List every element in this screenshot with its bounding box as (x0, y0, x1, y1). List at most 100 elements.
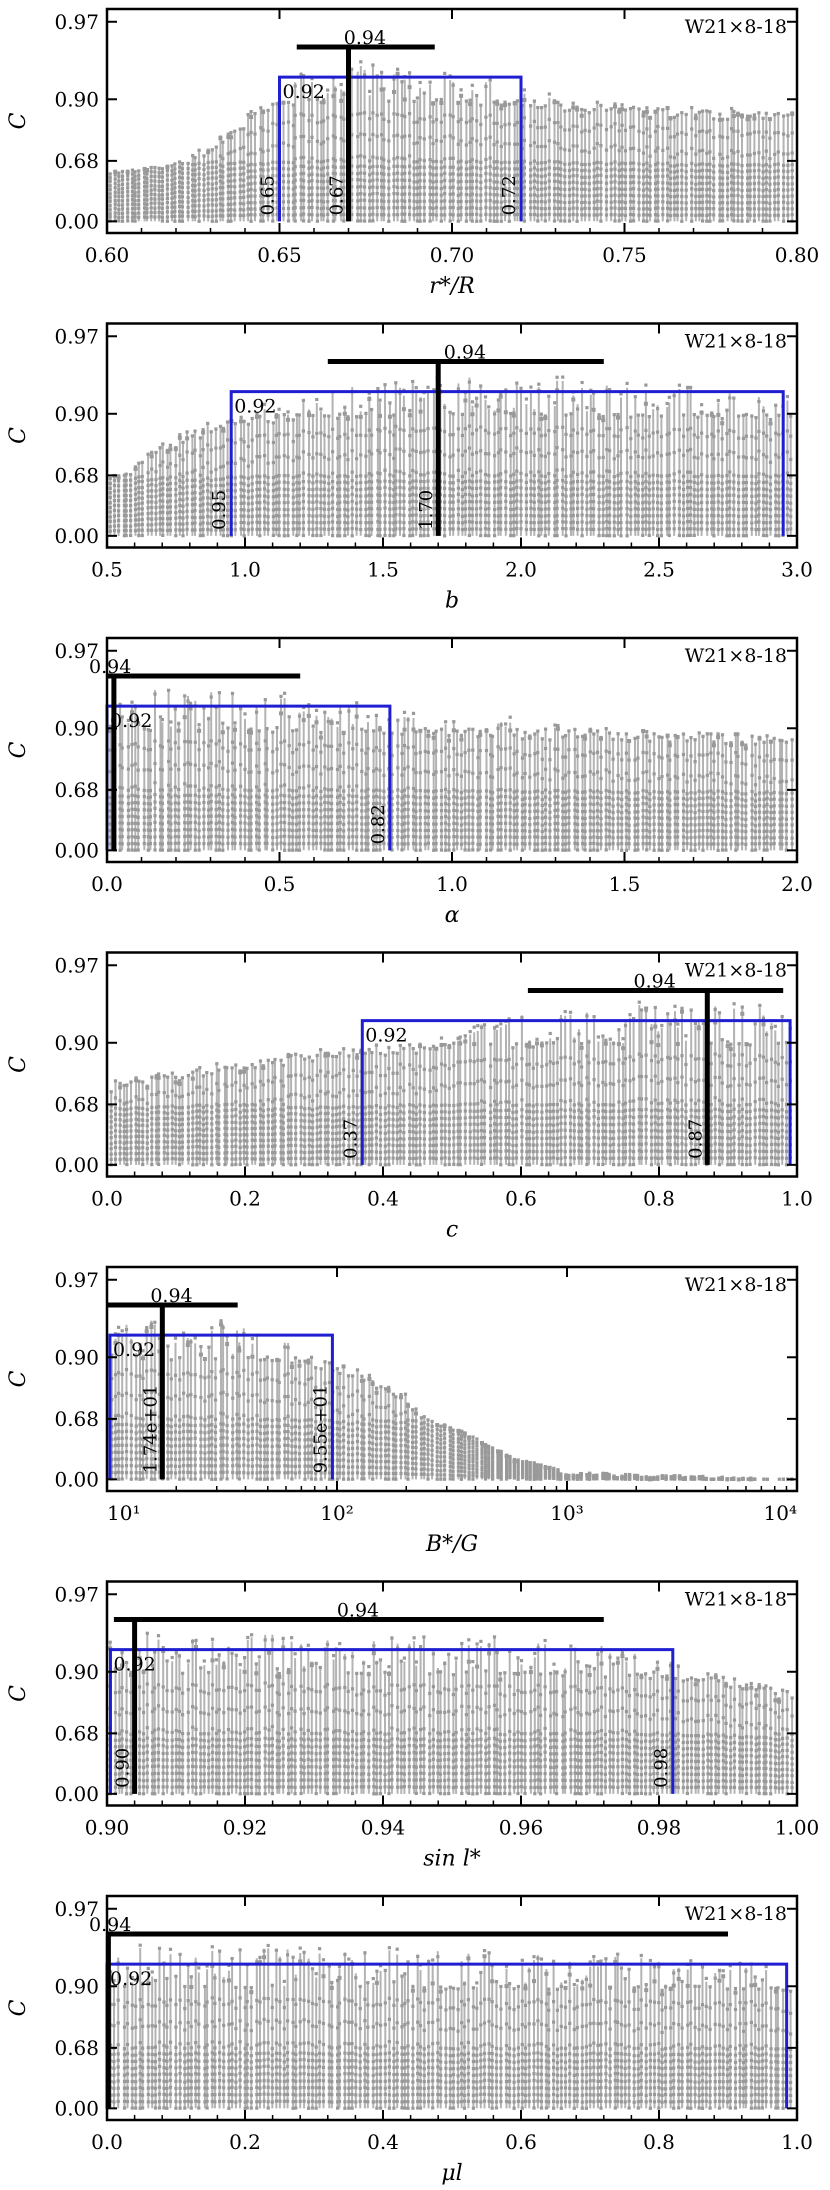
data-point (547, 394, 551, 398)
data-point-column (174, 446, 177, 536)
data-point (483, 395, 488, 399)
data-point-column (559, 106, 562, 222)
data-point-column (146, 169, 148, 222)
data-point-column (221, 141, 224, 222)
data-point-column (242, 127, 245, 222)
data-point-column (322, 101, 325, 222)
data-point-column (127, 722, 130, 851)
data-point-column (121, 171, 124, 222)
data-point (249, 110, 253, 114)
x-tick-label: 0.80 (775, 243, 820, 267)
data-point-column (593, 108, 596, 222)
data-point-column (173, 164, 176, 222)
data-point (529, 104, 533, 108)
data-point-column (696, 417, 699, 536)
data-point-column (553, 100, 556, 222)
data-point-column (117, 476, 120, 536)
data-point-column (544, 415, 547, 536)
data-point (191, 154, 195, 158)
data-point-column (158, 168, 161, 222)
data-point-column (641, 415, 644, 536)
data-point-column (327, 416, 330, 536)
data-point (677, 383, 681, 387)
data-point-column (292, 420, 295, 536)
data-point-column (479, 104, 482, 222)
data-point (604, 108, 609, 112)
data-point-column (399, 387, 401, 536)
data-point-column (233, 132, 236, 222)
data-point-column (258, 415, 261, 536)
data-point-column (493, 103, 496, 222)
data-point (378, 398, 382, 402)
data-point (178, 160, 182, 164)
data-point (443, 71, 447, 75)
data-point (503, 100, 507, 104)
data-point-column (149, 729, 152, 851)
data-point-column (556, 380, 559, 536)
data-point (495, 99, 499, 103)
data-point-column (572, 104, 575, 222)
data-point (286, 410, 290, 414)
data-point (426, 385, 430, 389)
panel-label: W21×8-18 (685, 16, 787, 38)
data-point-column (376, 74, 379, 222)
data-point-column (396, 72, 399, 222)
data-point-column (742, 416, 745, 536)
data-point-column (605, 110, 608, 222)
data-point-column (272, 422, 275, 536)
data-point (522, 88, 526, 92)
data-point-column (589, 394, 592, 536)
data-point-column (121, 717, 124, 851)
data-point-column (171, 166, 173, 222)
x-axis-label: r*/R (429, 274, 475, 299)
data-point (567, 108, 572, 112)
data-point (595, 100, 599, 104)
panel-label: W21×8-18 (685, 331, 787, 353)
data-point-column (576, 404, 579, 536)
data-point-column (186, 433, 189, 536)
data-point-column (652, 409, 655, 536)
data-point (408, 408, 412, 413)
data-point-column (359, 411, 362, 536)
data-point-column (247, 425, 250, 536)
best-fit-x-label: 1.70 (416, 490, 437, 530)
interval-lower-label: 0.65 (258, 175, 279, 215)
data-point-column (384, 384, 386, 536)
data-point-column (626, 387, 629, 536)
data-point-column (660, 415, 663, 536)
data-point-column (379, 402, 381, 536)
data-point-column (737, 112, 739, 222)
data-point-column (686, 388, 689, 536)
data-point-column (638, 110, 640, 222)
data-point (620, 103, 624, 107)
data-point-column (757, 112, 760, 222)
data-point-column (371, 65, 374, 222)
data-point (785, 394, 789, 399)
data-point-column (295, 415, 298, 536)
data-point-column (504, 102, 506, 222)
interval-value-label: 0.92 (234, 396, 276, 418)
data-point-column (155, 453, 157, 536)
data-point-column (394, 381, 397, 536)
data-point-column (346, 417, 349, 536)
data-point-column (239, 129, 242, 222)
data-point-column (287, 414, 289, 536)
data-point-column (668, 402, 671, 536)
data-point-column (508, 103, 511, 222)
data-point-column (137, 462, 140, 536)
data-point (233, 129, 237, 133)
data-point-column (765, 112, 768, 222)
data-point-column (440, 100, 443, 222)
data-point-column (629, 108, 632, 222)
data-point-column (460, 95, 463, 222)
data-point-column (634, 397, 637, 536)
data-point-column (685, 115, 688, 222)
data-point-column (332, 76, 335, 222)
data-point (637, 107, 641, 111)
y-tick-label: 0.90 (54, 402, 99, 426)
data-point-column (500, 105, 503, 222)
data-point-column (343, 408, 346, 536)
data-point-column (621, 105, 624, 222)
data-point-column (203, 155, 205, 222)
